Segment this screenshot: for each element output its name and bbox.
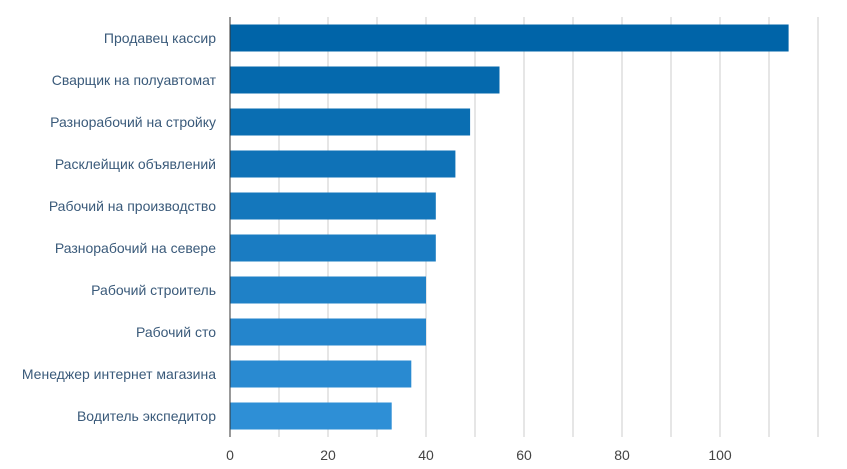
- category-label-layer: Продавец кассир Сварщик на полуавтомат Раз…: [22, 30, 217, 424]
- category-label: Менеджер интернет магазина: [22, 366, 216, 382]
- category-label: Продавец кассир: [104, 30, 216, 46]
- bar-layer: [230, 24, 789, 430]
- bar[interactable]: [230, 402, 392, 430]
- category-label: Сварщик на полуавтомат: [52, 72, 217, 88]
- x-tick-label: 0: [226, 447, 234, 463]
- bar[interactable]: [230, 276, 426, 304]
- bar[interactable]: [230, 192, 436, 220]
- category-label: Разнорабочий на севере: [55, 240, 216, 256]
- x-tick-label: 20: [320, 447, 336, 463]
- category-label: Рабочий на производство: [49, 198, 216, 214]
- bar[interactable]: [230, 234, 436, 262]
- x-tick-label: 80: [614, 447, 630, 463]
- x-tick-label: 60: [516, 447, 532, 463]
- bar[interactable]: [230, 108, 471, 136]
- category-label: Рабочий сто: [136, 324, 216, 340]
- bar[interactable]: [230, 24, 789, 52]
- category-label: Водитель экспедитор: [77, 408, 216, 424]
- category-label: Рабочий строитель: [91, 282, 216, 298]
- bar[interactable]: [230, 318, 426, 346]
- x-tick-label: 100: [708, 447, 732, 463]
- category-label: Разнорабочий на стройку: [50, 114, 216, 130]
- bar[interactable]: [230, 360, 412, 388]
- x-tick-label: 40: [418, 447, 434, 463]
- category-label: Расклейщик объявлений: [55, 156, 216, 172]
- bar[interactable]: [230, 66, 500, 94]
- tick-label-layer: 0 20 40 60 80 100: [226, 447, 732, 463]
- bar[interactable]: [230, 150, 456, 178]
